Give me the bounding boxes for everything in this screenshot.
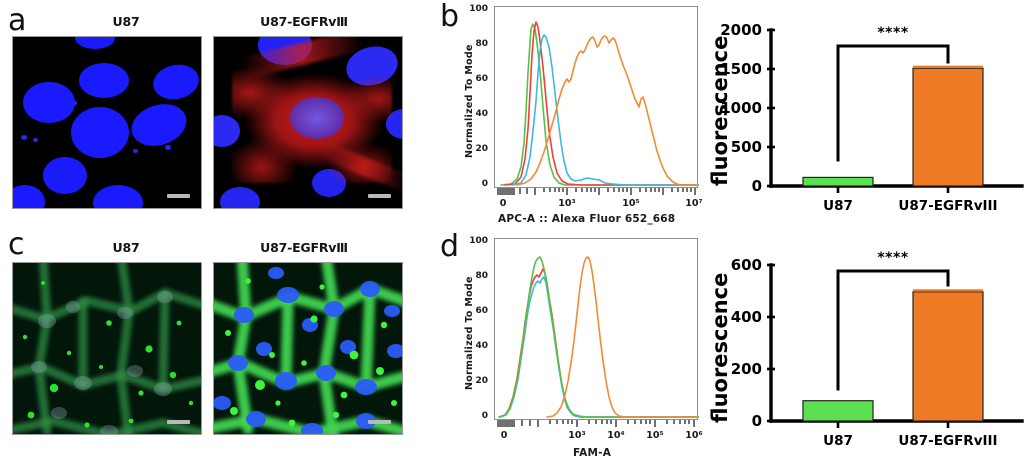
bar-b-plot [767,28,1024,193]
bar-d-ytick-0: 0 [751,412,762,430]
bar-b-ytick-2000: 2000 [720,21,762,39]
panel-c-image-title-right: U87-EGFRvⅢ [260,240,348,255]
bar-d-significance-label: **** [877,250,909,266]
scale-bar [368,420,391,424]
bar-chart-d: fluorescence 600 400 200 0 **** U87 U87-… [700,233,1024,466]
flow-b-xtick-0: 0 [499,198,507,209]
scale-bar [167,194,190,198]
bar-b-ytick-0: 0 [751,177,762,195]
flow-cytometry-chart-b: Normalized To Mode 100 80 60 40 20 0 [440,0,703,228]
bar-d-y-axis-label: fluorescence [708,272,732,423]
bar-b-significance-label: **** [877,25,909,41]
flow-d-ytick-20: 20 [475,376,488,386]
flow-d-x-axis-label: FAM-A [573,447,612,459]
bar-b-ytick-1500: 1500 [720,60,762,78]
flow-b-trace-green [500,23,699,186]
flow-d-ytick-0: 0 [481,411,488,421]
panel-a-image-title-right: U87-EGFRvⅢ [260,14,348,29]
bar-b-u87 [802,176,874,187]
flow-b-trace-red [504,21,699,186]
panel-c-image-title-left: U87 [112,240,140,255]
bar-d-ytick-200: 200 [730,360,762,378]
bar-d-xtick-u87: U87 [823,433,853,449]
scale-bar [167,420,190,424]
panel-letter-d: d [440,229,460,264]
panel-letter-a: a [8,3,27,38]
flow-d-trace-green [499,256,699,418]
panel-c-micrograph-u87-egfrviii [213,262,403,435]
bar-b-significance-bracket [836,44,950,162]
bar-b-xtick-u87-egfrviii: U87-EGFRvIII [898,198,998,214]
bar-b-xtick-u87: U87 [823,198,853,214]
flow-cytometry-chart-d: Normalized To Mode 100 80 60 40 20 0 [440,230,703,466]
flow-b-ytick-0: 0 [481,179,488,189]
flow-b-ytick-40: 40 [475,109,488,119]
bar-b-ytick-500: 500 [730,138,762,156]
panel-a-image-title-left: U87 [112,14,140,29]
bar-d-plot [767,263,1024,428]
panel-a-micrograph-u87-egfrviii [213,36,403,209]
bar-d-u87 [802,400,874,422]
flow-d-xtick-1e4: 10⁴ [607,430,625,441]
flow-d-ytick-60: 60 [475,306,488,316]
panel-c-micrograph-u87 [12,262,202,435]
flow-b-plot-frame [494,6,699,188]
flow-b-y-axis-label: Normalized To Mode [464,44,475,158]
bar-d-ytick-400: 400 [730,308,762,326]
flow-b-xtick-1e5: 10⁵ [622,198,640,209]
flow-d-ytick-80: 80 [475,271,488,281]
flow-b-ytick-60: 60 [475,74,488,84]
flow-d-x-tickmarks [497,420,695,427]
flow-d-xtick-1e6: 10⁶ [685,430,703,441]
scale-bar [368,194,391,198]
flow-d-trace-orange [546,256,699,418]
flow-b-xtick-1e7: 10⁷ [685,198,703,209]
panel-letter-c: c [8,227,25,262]
bar-b-ytick-1000: 1000 [720,99,762,117]
flow-d-plot-frame [494,238,699,420]
panel-c-left-network [13,263,201,434]
flow-d-y-axis-label: Normalized To Mode [464,276,475,390]
bar-d-ytick-600: 600 [730,256,762,274]
panel-letter-b: b [440,0,460,34]
flow-b-x-axis-label: APC-A :: Alexa Fluor 652_668 [498,213,676,225]
flow-d-traces [498,256,699,418]
flow-d-ytick-40: 40 [475,341,488,351]
flow-b-trace-orange [516,35,699,186]
flow-d-xtick-1e5: 10⁵ [646,430,664,441]
bar-chart-b: fluorescence 2000 1500 1000 500 0 **** U… [700,0,1024,228]
flow-b-xtick-1e3: 10³ [558,198,576,209]
bar-b-u87-egfrviii [912,67,984,187]
flow-b-ytick-20: 20 [475,144,488,154]
flow-d-ytick-100: 100 [469,236,488,246]
flow-b-ytick-100: 100 [469,4,488,14]
panel-c-right-network [214,263,402,434]
flow-d-xtick-0: 0 [500,430,508,441]
panel-a-micrograph-u87 [12,36,202,209]
bar-d-significance-bracket [836,269,950,391]
bar-d-xtick-u87-egfrviii: U87-EGFRvIII [898,433,998,449]
flow-d-xtick-1e3: 10³ [568,430,586,441]
flow-b-ytick-80: 80 [475,39,488,49]
flow-b-traces [500,21,699,186]
flow-b-x-tickmarks [497,188,696,195]
bar-d-u87-egfrviii [912,291,984,422]
